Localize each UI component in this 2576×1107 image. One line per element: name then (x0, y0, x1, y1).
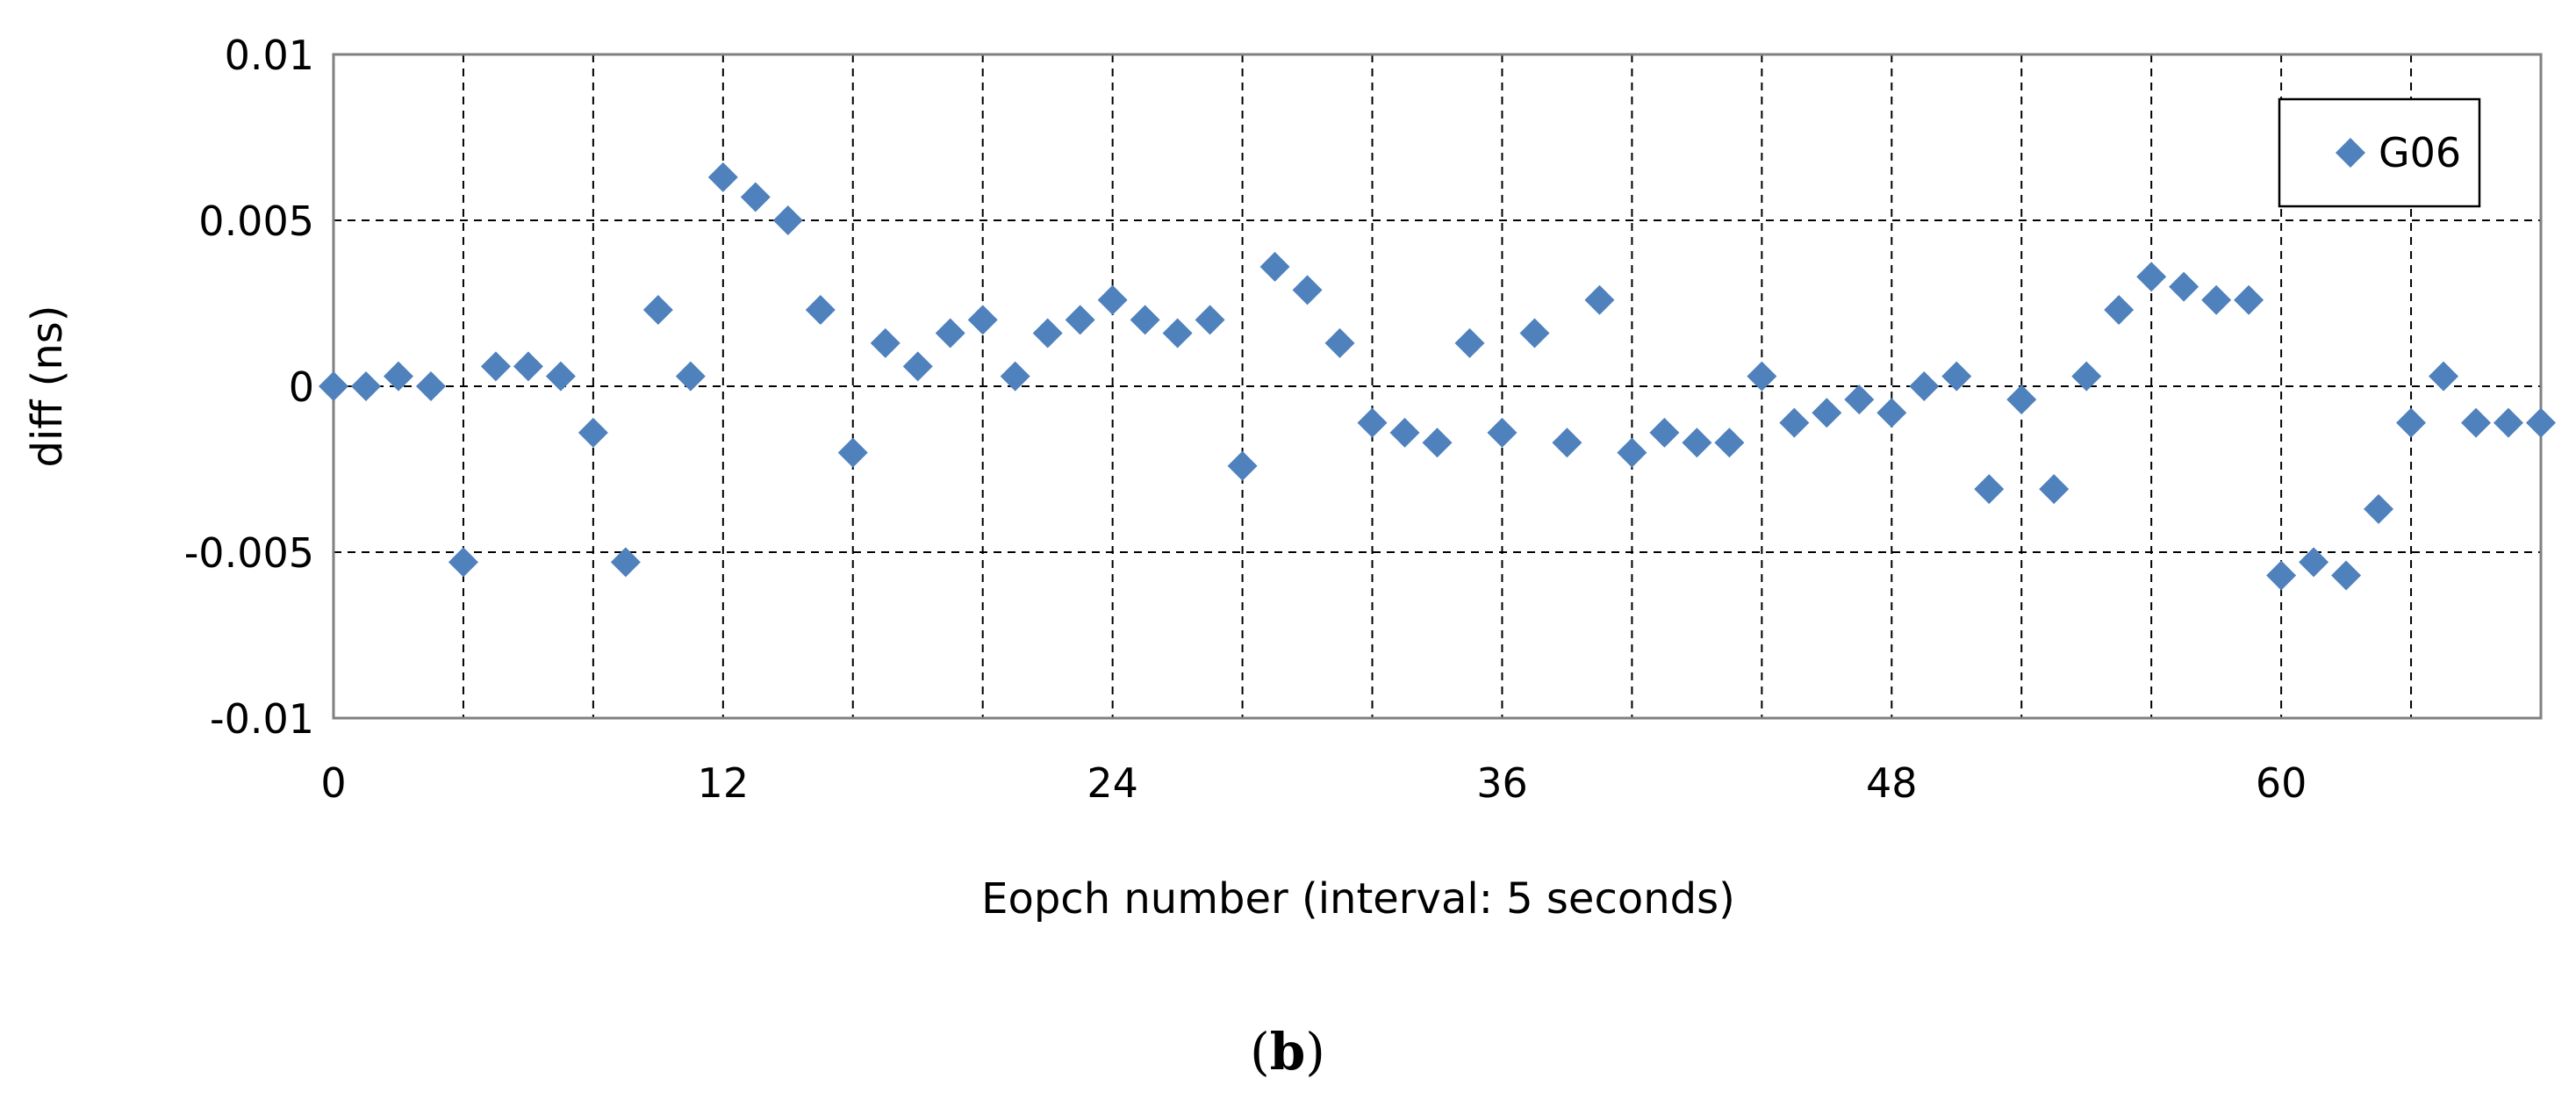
data-point (1162, 318, 1193, 349)
data-point (1422, 428, 1453, 458)
data-point (578, 417, 608, 448)
figure-caption: (b) (1250, 1022, 1325, 1082)
legend-box (2278, 97, 2481, 208)
x-tick-label: 48 (1866, 759, 1918, 807)
data-point (935, 318, 965, 349)
data-point (2299, 547, 2329, 578)
data-point (1487, 417, 1518, 448)
data-point (415, 371, 446, 401)
data-point (2461, 407, 2492, 438)
caption-letter: b (1270, 1022, 1306, 1082)
data-point (2234, 284, 2264, 315)
data-point (1032, 318, 1063, 349)
x-tick-label: 36 (1476, 759, 1528, 807)
data-point (2266, 560, 2297, 591)
data-point (610, 547, 641, 578)
y-tick-label: -0.005 (184, 529, 314, 577)
y-tick-label: 0 (289, 363, 314, 411)
data-point (513, 351, 543, 382)
data-point (1552, 428, 1582, 458)
data-point (870, 327, 901, 358)
data-point (805, 295, 836, 326)
data-point (675, 361, 706, 392)
data-point (350, 371, 381, 401)
legend-marker-diamond-icon (2336, 138, 2365, 168)
legend: G06 (2278, 97, 2481, 208)
data-point (383, 361, 413, 392)
data-point (1779, 407, 1810, 438)
x-tick-label: 60 (2256, 759, 2307, 807)
data-point (1909, 371, 1940, 401)
data-point (1974, 474, 2005, 505)
data-point (2006, 385, 2037, 415)
data-point (1454, 327, 1485, 358)
data-point (1682, 428, 1712, 458)
data-point (1389, 417, 1420, 448)
data-point (1195, 305, 1225, 335)
data-point (2071, 361, 2102, 392)
data-point (1357, 407, 1388, 438)
data-point (1812, 398, 1842, 428)
data-point (1584, 284, 1615, 315)
caption-open-paren: ( (1250, 1022, 1270, 1082)
data-points (319, 162, 2556, 591)
y-tick-label: 0.005 (198, 198, 314, 245)
legend-label: G06 (2379, 129, 2461, 176)
data-point (2331, 560, 2362, 591)
data-point (837, 437, 868, 468)
data-point (545, 361, 576, 392)
grid (334, 54, 2541, 718)
data-point (1097, 284, 1128, 315)
data-point (2039, 474, 2070, 505)
data-point (1519, 318, 1550, 349)
y-axis-ticks: 0.01 0.005 0 -0.005 -0.01 (184, 32, 314, 743)
caption-close-paren: ) (1305, 1022, 1325, 1082)
data-point (1130, 305, 1160, 335)
data-point (1844, 385, 1875, 415)
data-point (319, 371, 348, 401)
x-tick-label: 12 (698, 759, 750, 807)
y-axis-title: diff (ns) (23, 305, 72, 467)
data-point (1876, 398, 1907, 428)
data-point (1649, 417, 1680, 448)
data-point (772, 205, 803, 235)
data-point (1000, 361, 1030, 392)
y-tick-label: 0.01 (225, 32, 314, 79)
data-point (1714, 428, 1745, 458)
data-point (1065, 305, 1095, 335)
data-point (1259, 251, 1290, 282)
data-point (2364, 493, 2394, 524)
data-point (1747, 361, 1777, 392)
data-point (2493, 407, 2524, 438)
data-point (2136, 262, 2167, 292)
x-tick-label: 24 (1087, 759, 1138, 807)
data-point (2526, 407, 2556, 438)
data-point (448, 547, 478, 578)
y-tick-label: -0.01 (210, 695, 314, 743)
data-point (1617, 437, 1647, 468)
data-point (967, 305, 998, 335)
x-axis-title: Eopch number (interval: 5 seconds) (981, 874, 1735, 924)
data-point (740, 182, 771, 212)
data-point (1324, 327, 1355, 358)
data-point (2429, 361, 2459, 392)
data-point (480, 351, 511, 382)
data-point (642, 295, 673, 326)
data-point (1292, 275, 1323, 306)
data-point (2201, 284, 2232, 315)
data-point (2104, 295, 2135, 326)
data-point (1941, 361, 1972, 392)
plot-area-frame (332, 53, 2543, 720)
data-point (707, 162, 738, 192)
x-tick-label: 0 (320, 759, 346, 807)
data-point (902, 351, 933, 382)
data-point (1227, 450, 1258, 481)
data-point (2169, 271, 2199, 302)
x-axis-ticks: 0 12 24 36 48 60 (320, 759, 2307, 807)
data-point (2396, 407, 2427, 438)
